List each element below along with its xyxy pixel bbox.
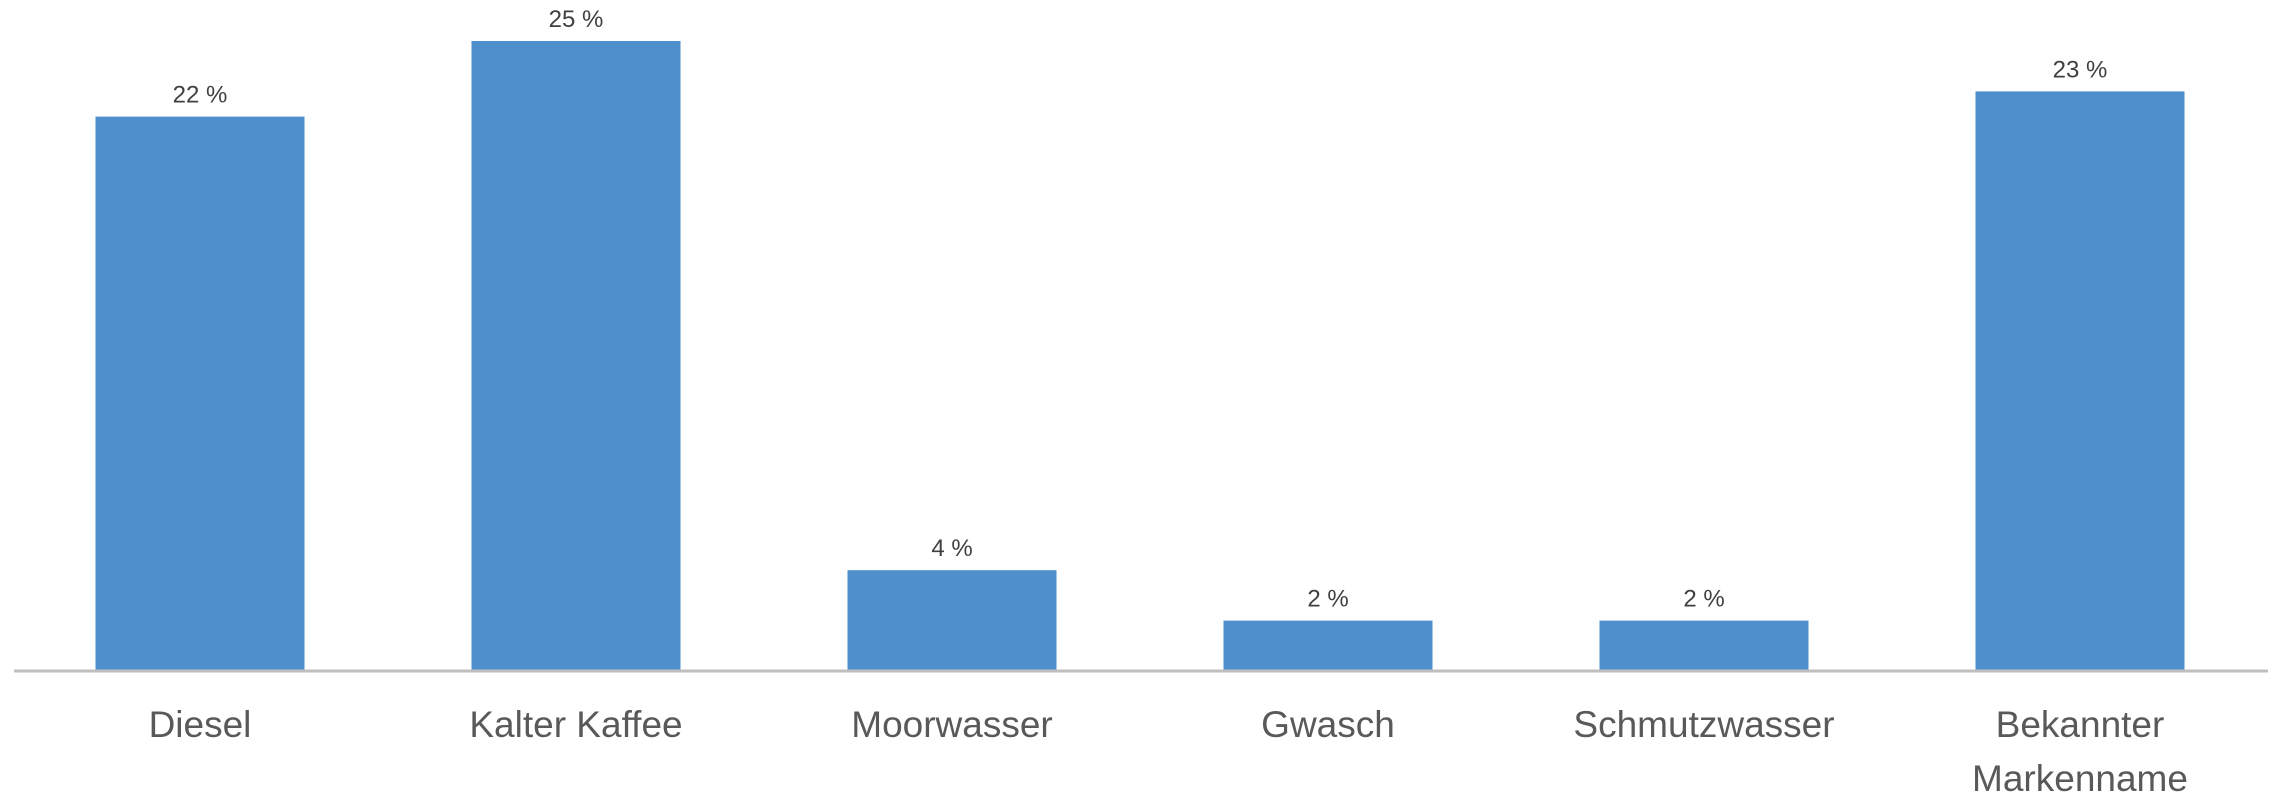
data-label: 25 % bbox=[549, 6, 604, 33]
x-tick-label: Moorwasser bbox=[851, 704, 1053, 745]
bar bbox=[1599, 620, 1809, 671]
data-label: 23 % bbox=[2053, 56, 2108, 83]
data-label: 4 % bbox=[931, 535, 972, 562]
bar bbox=[1975, 91, 2185, 671]
x-tick-label: Bekannter Markenname bbox=[1972, 704, 2188, 796]
x-tick-label: Diesel bbox=[148, 704, 252, 745]
x-tick-label: Gwasch bbox=[1261, 704, 1395, 745]
bar bbox=[1223, 620, 1433, 671]
data-label: 22 % bbox=[173, 82, 228, 109]
bar bbox=[95, 116, 305, 672]
bar bbox=[471, 41, 681, 671]
bar bbox=[847, 570, 1057, 671]
data-label: 2 % bbox=[1307, 586, 1348, 613]
data-label: 2 % bbox=[1683, 586, 1724, 613]
x-tick-label: Kalter Kaffee bbox=[469, 704, 683, 745]
x-tick-label: Schmutzwasser bbox=[1573, 704, 1835, 745]
